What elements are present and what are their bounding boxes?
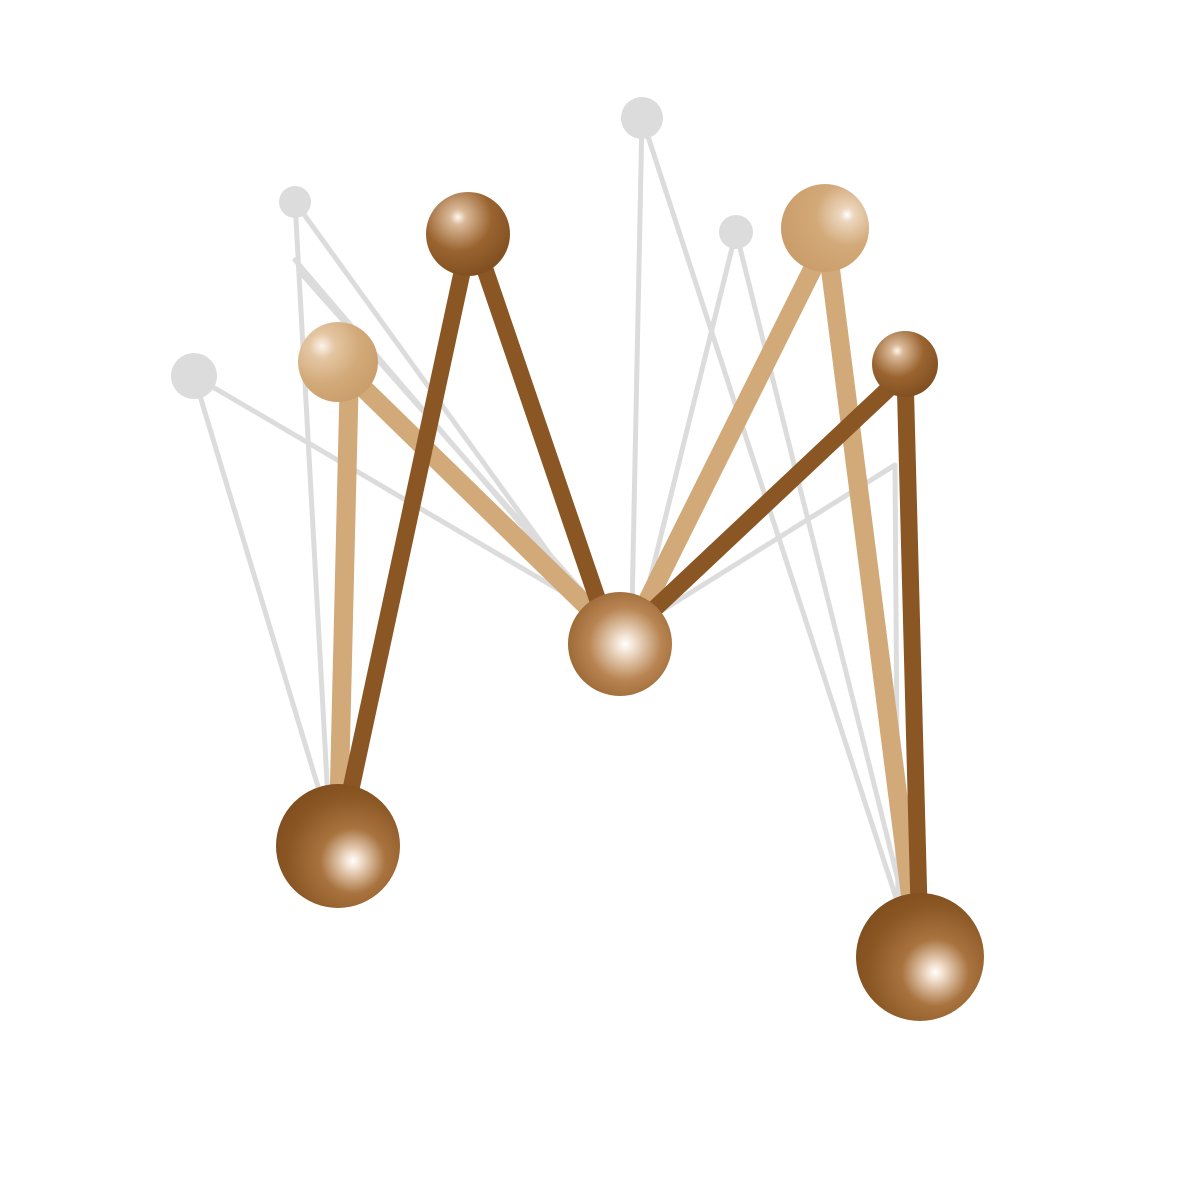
brown-atom-bottom-right — [856, 893, 984, 1021]
tan-atoms — [298, 184, 869, 402]
gray-atoms — [171, 97, 753, 399]
brown-atoms — [276, 192, 984, 1021]
tan-bonds — [328, 245, 925, 932]
brown-atom-top-right — [872, 331, 938, 397]
tan-atom-right — [781, 184, 869, 272]
brown-atom-top-left — [426, 192, 510, 276]
brown-bonds — [331, 238, 929, 946]
center-atom — [568, 592, 672, 696]
tan-atom-left — [298, 322, 378, 402]
brown-atom-bottom-left — [276, 784, 400, 908]
